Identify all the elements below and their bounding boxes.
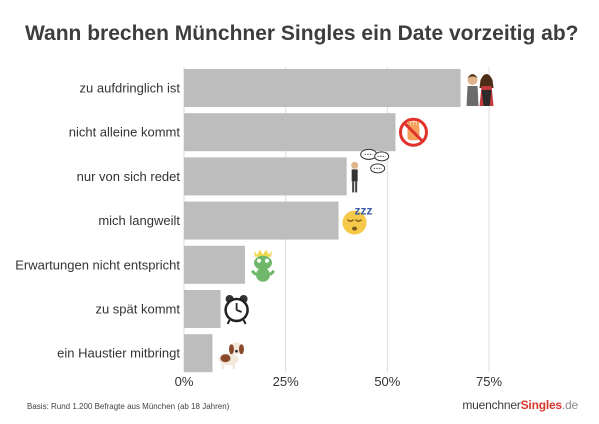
category-label: mich langweilt — [98, 213, 180, 228]
category-label: nur von sich redet — [77, 169, 181, 184]
logo-brand: Singles — [520, 398, 562, 412]
category-label: Erwartungen nicht entspricht — [15, 257, 180, 272]
brand-logo: muenchnerSingles.de — [462, 398, 578, 412]
talking-man-icon — [351, 148, 390, 193]
category-label: zu spät kommt — [95, 302, 180, 317]
category-label: zu aufdringlich ist — [80, 81, 181, 96]
dog-icon — [218, 342, 244, 370]
footnote: Basis: Rund 1.200 Befragte aus München (… — [27, 402, 230, 411]
bar — [184, 290, 221, 328]
x-tick-label: 0% — [175, 374, 194, 389]
bar — [184, 245, 245, 284]
logo-prefix: muenchner — [462, 398, 521, 412]
alarm-clock-icon — [224, 295, 249, 325]
bar — [184, 69, 461, 107]
bar — [184, 113, 396, 152]
bar — [184, 157, 347, 196]
frog-prince-icon — [250, 249, 276, 282]
logo-suffix: .de — [561, 398, 578, 412]
category-label: ein Haustier mitbringt — [57, 346, 180, 361]
chart-title: Wann brechen Münchner Singles ein Date v… — [25, 22, 579, 45]
sleeping-face-icon: zzz — [342, 204, 373, 235]
stop-hand-icon — [398, 117, 428, 147]
svg-text:zzz: zzz — [355, 204, 373, 218]
couple-icon — [466, 74, 494, 106]
x-tick-label: 25% — [273, 374, 299, 389]
x-tick-label: 75% — [476, 374, 502, 389]
bar — [184, 201, 339, 240]
x-tick-label: 50% — [374, 374, 400, 389]
bar — [184, 334, 213, 373]
category-label: nicht alleine kommt — [69, 125, 181, 140]
